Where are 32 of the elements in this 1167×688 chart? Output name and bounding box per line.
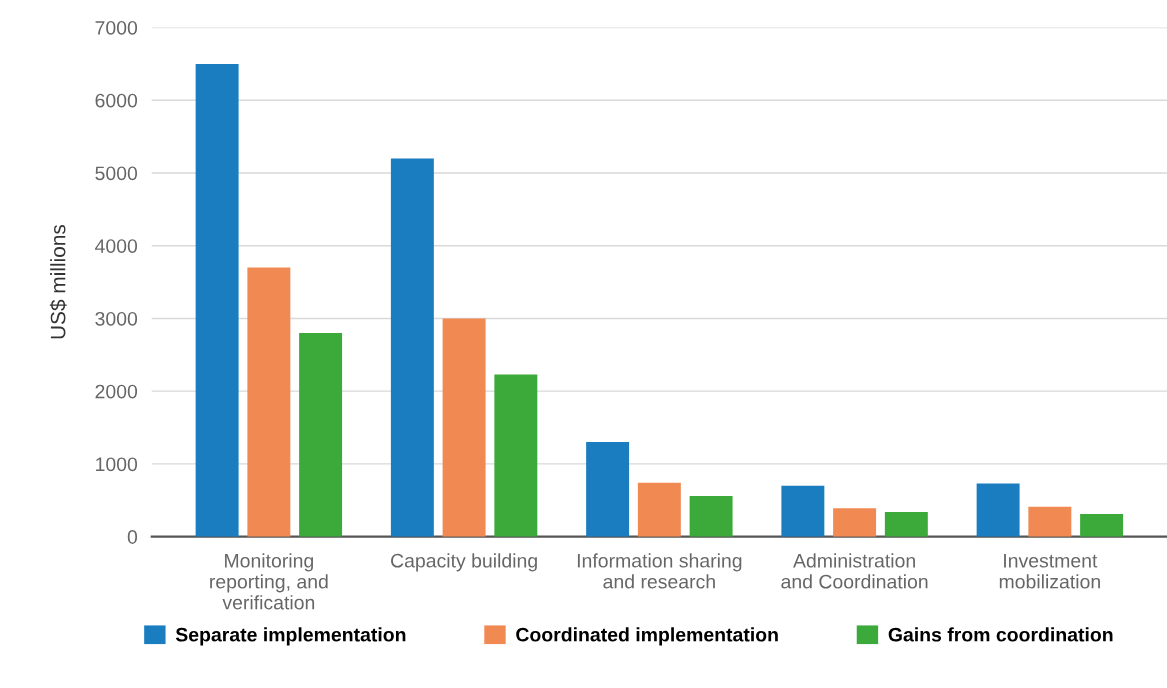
y-tick-label: 5000 — [95, 166, 138, 181]
bar — [494, 374, 538, 537]
bar — [247, 267, 291, 537]
bar — [390, 158, 434, 537]
bar — [689, 495, 733, 537]
y-tick-label: 2000 — [95, 384, 138, 399]
bar — [442, 318, 486, 537]
bar — [976, 483, 1020, 537]
bar — [586, 442, 630, 537]
x-tick-label: Capacity building — [391, 553, 537, 572]
y-tick-label: 3000 — [95, 311, 138, 326]
y-tick-label: 7000 — [95, 20, 138, 35]
bar — [1080, 514, 1124, 537]
bar — [195, 63, 239, 537]
legend-label: Coordinated implementation — [516, 627, 778, 646]
y-tick-label: 0 — [127, 530, 138, 544]
bar — [637, 482, 681, 537]
x-tick-label: Information sharing and research — [577, 553, 742, 589]
legend-label: Separate implementation — [175, 627, 406, 646]
x-tick-label: Administration and Coordination — [781, 553, 928, 589]
y-tick-label: 1000 — [96, 457, 138, 472]
y-axis-title: US$ millions — [49, 224, 67, 339]
bar — [833, 508, 877, 537]
x-tick-label: Investment mobilization — [999, 554, 1100, 589]
bar — [299, 332, 343, 537]
bar — [884, 511, 928, 537]
bar — [781, 485, 825, 537]
bar — [1028, 506, 1072, 537]
y-tick-label: 6000 — [95, 93, 138, 108]
x-tick-label: Monitoring reporting, and verification — [210, 553, 328, 610]
y-tick-label: 4000 — [95, 239, 138, 253]
legend-label: Gains from coordination — [888, 627, 1113, 642]
